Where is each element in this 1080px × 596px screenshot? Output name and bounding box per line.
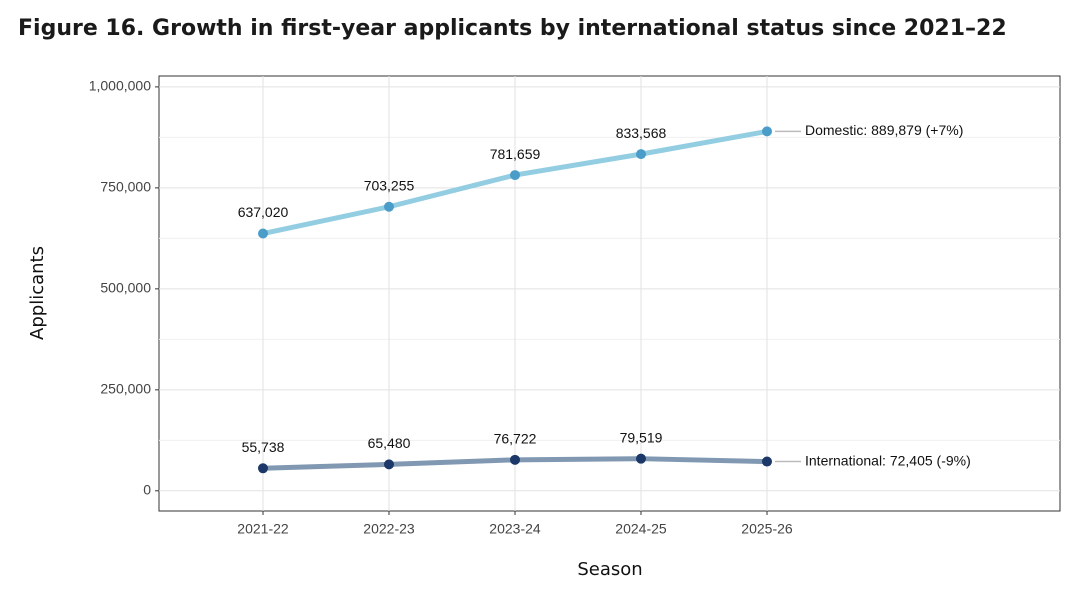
x-tick-label: 2025-26 xyxy=(741,521,793,537)
data-label: 637,020 xyxy=(238,204,289,220)
data-label: 781,659 xyxy=(490,146,541,162)
x-tick-label: 2024-25 xyxy=(615,521,667,537)
plot-frame xyxy=(158,75,1061,512)
x-tick-label: 2021-22 xyxy=(237,521,289,537)
y-tick-label: 750,000 xyxy=(100,179,151,195)
data-label: 79,519 xyxy=(620,429,663,445)
chart-title: Figure 16. Growth in first-year applican… xyxy=(18,16,1007,41)
point xyxy=(510,454,520,465)
point xyxy=(384,459,394,470)
point xyxy=(258,228,268,239)
y-tick-label: 0 xyxy=(143,482,151,498)
y-tick-label: 500,000 xyxy=(100,280,151,296)
y-axis-label: Applicants xyxy=(27,246,48,340)
point xyxy=(384,201,394,212)
end-label: Domestic: 889,879 (+7%) xyxy=(805,122,963,138)
x-tick-label: 2022-23 xyxy=(363,521,415,537)
x-tick-label: 2023-24 xyxy=(489,521,541,537)
point xyxy=(762,456,772,467)
data-label: 55,738 xyxy=(242,439,285,455)
data-label: 833,568 xyxy=(616,125,667,141)
point xyxy=(636,453,646,464)
x-axis-label: Season xyxy=(577,559,642,580)
point xyxy=(510,170,520,181)
data-label: 703,255 xyxy=(364,177,415,193)
data-label: 76,722 xyxy=(494,431,537,447)
y-tick-label: 1,000,000 xyxy=(89,78,151,94)
y-tick-label: 250,000 xyxy=(100,381,151,397)
point xyxy=(762,126,772,137)
data-label: 65,480 xyxy=(368,435,411,451)
point xyxy=(636,149,646,160)
point xyxy=(258,463,268,474)
end-label: International: 72,405 (-9%) xyxy=(805,452,971,468)
